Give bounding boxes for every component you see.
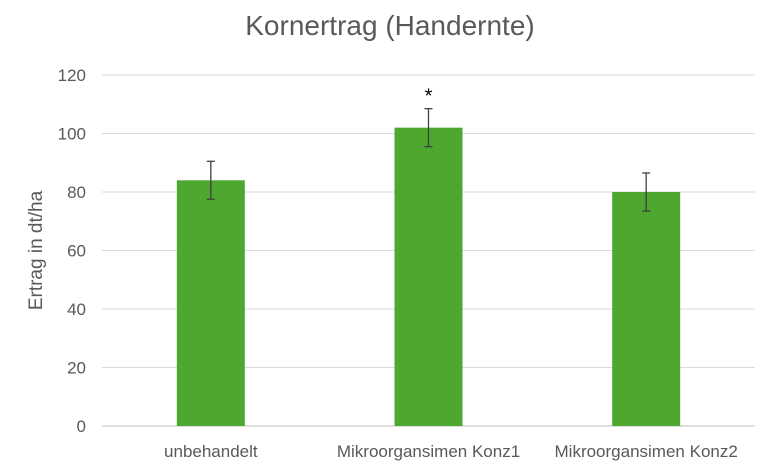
x-tick-label: Mikroorgansimen Konz2: [555, 442, 738, 461]
y-tick-label: 100: [58, 125, 86, 144]
y-axis-label: Ertrag in dt/ha: [26, 190, 47, 310]
bar: [394, 127, 463, 427]
y-tick-label: 40: [67, 300, 86, 319]
bar: [176, 180, 245, 426]
x-tick-label: unbehandelt: [164, 442, 258, 461]
y-tick-label: 0: [77, 417, 86, 436]
y-tick-label: 80: [67, 183, 86, 202]
significance-marker: *: [425, 86, 433, 108]
bar: [612, 192, 681, 426]
chart-title: Kornertrag (Handernte): [245, 10, 535, 41]
y-tick-label: 20: [67, 359, 86, 378]
x-tick-label: Mikroorgansimen Konz1: [337, 442, 520, 461]
y-tick-label: 60: [67, 242, 86, 261]
y-tick-label: 120: [58, 66, 86, 85]
